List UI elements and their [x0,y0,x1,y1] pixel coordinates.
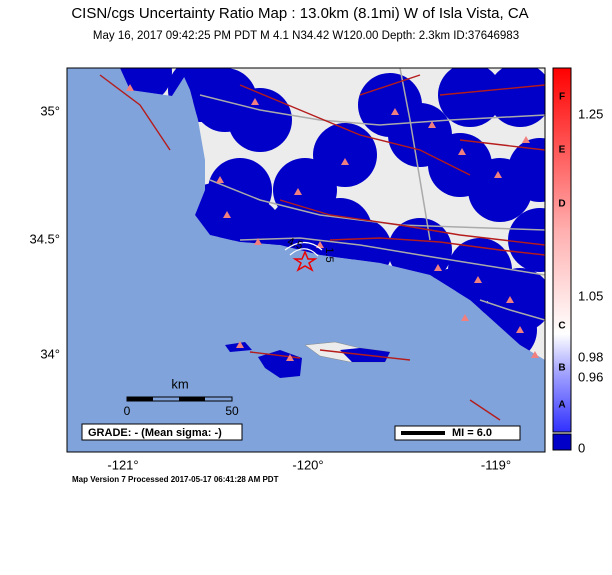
lon-label: -119° [481,457,511,472]
station [223,211,231,218]
scale-label: 0 [124,404,131,418]
legend-label: MI = 6.0 [452,427,492,439]
scale-bar [127,397,153,401]
grade-letter: B [558,363,565,374]
station [341,158,349,165]
station-coverage [508,208,545,272]
title: CISN/cgs Uncertainty Ratio Map : 13.0km … [71,5,528,22]
station [458,148,466,155]
station [236,341,244,348]
station [216,176,224,183]
station-coverage [438,68,502,127]
legend-box [394,425,521,441]
station-coverage [228,88,292,152]
station-coverage [488,68,545,127]
station [391,108,399,115]
station-coverage [388,218,452,282]
station [286,354,294,361]
station [294,188,302,195]
colorbar-tick: 0.96 [578,369,603,384]
station [522,136,530,143]
station [494,171,502,178]
grade: GRADE: - (Mean sigma: -) [88,427,222,439]
station-coverage [313,123,377,187]
contour-label: 1.5 [323,247,335,262]
station-coverage [508,138,545,202]
station [474,276,482,283]
lon-label: -120° [292,457,323,472]
grade-letter: E [559,145,566,156]
subtitle: May 16, 2017 09:42:25 PM PDT M 4.1 N34.4… [93,30,519,42]
grade-letter: C [558,321,565,332]
grade-box [81,423,243,441]
station [461,314,469,321]
lat-label: 35° [40,103,60,118]
scale-bar [179,397,205,401]
lat-label: 34° [40,346,60,361]
colorbar-tick: 1.05 [578,288,603,303]
station [531,351,539,358]
map-frame [66,67,546,453]
colorbar-zero [552,433,572,451]
station [516,326,524,333]
station [428,121,436,128]
scale-unit: km [171,376,188,391]
grade-letter: A [558,400,565,411]
colorbar-tick: 1.25 [578,106,603,121]
map-area [67,68,545,452]
scale-label: 50 [225,404,239,418]
footer: Map Version 7 Processed 2017-05-17 06:41… [72,475,279,484]
station [254,238,262,245]
colorbar-tick: 0.98 [578,349,603,364]
lat-label: 34.5° [29,231,60,246]
epicenter [292,250,318,272]
grade-letter: D [558,199,565,210]
lon-label: -121° [107,457,138,472]
colorbar-tick: 0 [578,440,585,455]
contour-label: 4.5 [286,236,304,253]
station [126,84,134,91]
colorbar [552,67,572,433]
station [434,264,442,271]
station [506,296,514,303]
grade-letter: F [559,92,565,103]
station [251,98,259,105]
